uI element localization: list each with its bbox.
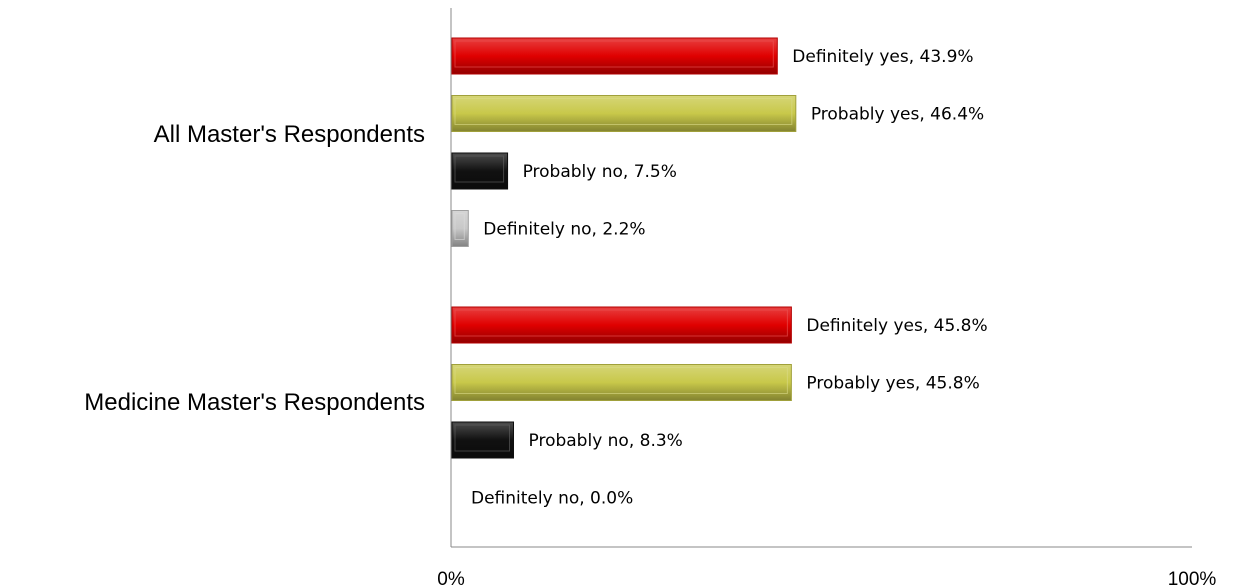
bar	[451, 210, 469, 247]
bar	[451, 421, 515, 459]
data-label: Definitely no, 0.0%	[471, 489, 633, 509]
bar-bevel	[454, 424, 511, 452]
data-label: Probably yes, 45.8%	[806, 374, 979, 394]
bar-bevel	[454, 367, 788, 394]
x-tick-label: 100%	[1168, 569, 1217, 588]
bar-bevel	[454, 309, 788, 337]
category-label: All Master's Respondents	[154, 121, 425, 148]
data-label: Definitely yes, 45.8%	[806, 316, 987, 336]
category-label: Medicine Master's Respondents	[84, 389, 425, 416]
bar-bevel	[454, 155, 505, 183]
bar-bevel	[454, 98, 793, 125]
bar	[451, 152, 509, 190]
bar	[451, 37, 778, 75]
data-label: Definitely no, 2.2%	[483, 220, 645, 240]
bar	[451, 95, 797, 132]
x-tick-label: 0%	[437, 569, 465, 588]
data-label: Probably no, 7.5%	[523, 162, 677, 182]
bar	[451, 306, 792, 344]
bar-bevel	[454, 213, 465, 240]
data-label: Definitely yes, 43.9%	[792, 47, 973, 67]
data-label: Probably no, 8.3%	[529, 431, 683, 451]
data-label: Probably yes, 46.4%	[811, 105, 984, 125]
bar-bevel	[454, 40, 774, 68]
bar	[451, 364, 792, 401]
